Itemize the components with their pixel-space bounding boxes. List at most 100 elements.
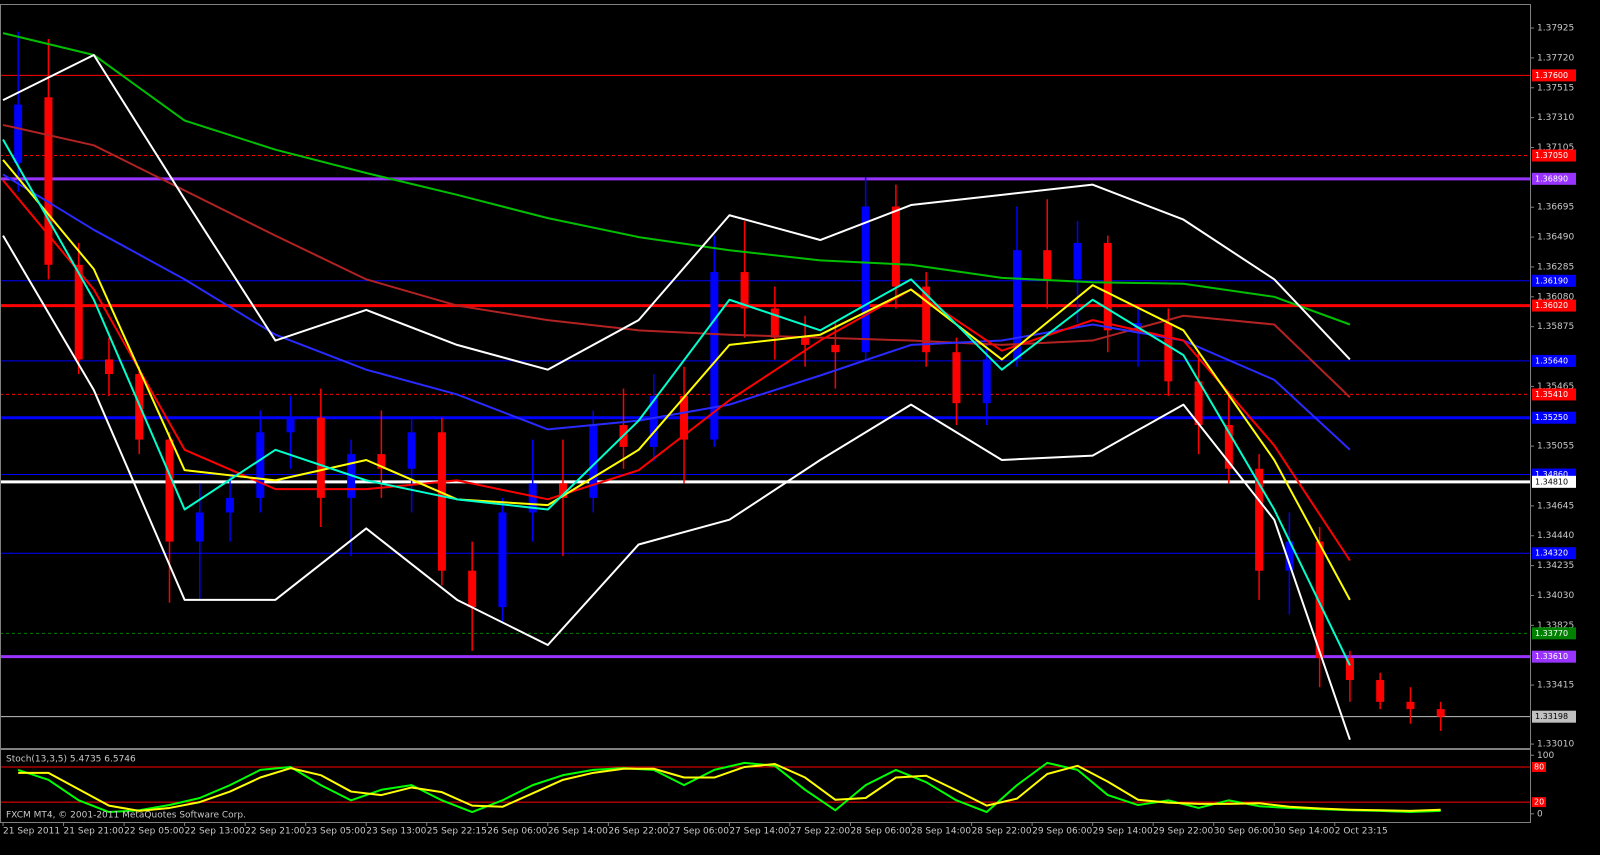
x-tick-label: 25 Sep 22:15 <box>427 827 487 837</box>
price-level-label: 1.34810 <box>1535 477 1568 486</box>
price-level-label: 1.33610 <box>1535 652 1568 661</box>
price-level-label: 1.35250 <box>1535 413 1568 422</box>
y-tick-label: 1.33010 <box>1537 740 1574 750</box>
price-level-label: 1.36190 <box>1535 276 1568 285</box>
indicator-title: Stoch(13,3,5) 5.4735 6.5746 <box>6 755 136 765</box>
candle-body <box>649 395 658 447</box>
indicator-line <box>2 235 1351 741</box>
candle-body <box>680 395 689 440</box>
candle-body <box>982 359 991 404</box>
y-tick-label: 1.36695 <box>1537 203 1574 213</box>
y-tick-label: 1.35465 <box>1537 382 1574 392</box>
x-tick-label: 23 Sep 13:00 <box>366 827 426 837</box>
candle-body <box>952 352 961 404</box>
stoch-level-box <box>1532 797 1546 808</box>
price-level-label: 1.34860 <box>1535 470 1568 479</box>
stoch-level-box <box>1532 761 1546 772</box>
indicator-line <box>2 32 1351 326</box>
y-tick-label: 1.35055 <box>1537 442 1574 452</box>
x-tick-label: 26 Sep 22:00 <box>608 827 668 837</box>
price-level-label: 1.35410 <box>1535 390 1568 399</box>
candle-body <box>1436 709 1445 717</box>
y-tick-label: 1.34030 <box>1537 591 1574 601</box>
y-tick-label: 1.34440 <box>1537 531 1574 541</box>
price-level-box <box>1532 710 1576 723</box>
candle-body <box>1285 541 1294 571</box>
y-tick-label: 1.33825 <box>1537 621 1574 631</box>
candle-body <box>407 432 416 469</box>
candle-body <box>377 454 386 469</box>
price-level-label: 1.33770 <box>1535 629 1568 638</box>
candle-body <box>891 206 900 287</box>
y-tick-label: 0 <box>1537 809 1543 819</box>
candle-body <box>770 308 779 338</box>
y-tick-label: 1.37925 <box>1537 24 1574 34</box>
candle-body <box>589 425 598 498</box>
candle-body <box>740 272 749 309</box>
y-tick-label: 1.36285 <box>1537 262 1574 272</box>
candle-body <box>165 439 174 542</box>
candle-body <box>861 206 870 353</box>
candle-body <box>558 483 567 498</box>
indicator-line <box>2 53 1351 371</box>
candle-body <box>104 359 113 375</box>
price-level-box <box>1532 172 1576 185</box>
y-tick-label: 1.36080 <box>1537 292 1574 302</box>
x-tick-label: 28 Sep 06:00 <box>851 827 911 837</box>
price-level-box <box>1532 388 1576 401</box>
candle-body <box>14 104 23 163</box>
candle-body <box>1345 658 1354 680</box>
candle-body <box>528 483 537 513</box>
candle-body <box>1164 323 1173 382</box>
candle-body <box>1012 250 1021 360</box>
x-tick-label: 30 Sep 14:00 <box>1274 827 1334 837</box>
price-level-box <box>1532 299 1576 312</box>
indicator-line <box>2 138 1351 666</box>
x-tick-label: 28 Sep 22:00 <box>972 827 1032 837</box>
stochastic-panel <box>0 761 1530 814</box>
x-tick-label: 21 Sep 2011 <box>3 827 60 837</box>
candle-body <box>256 432 265 498</box>
price-level-box <box>1532 354 1576 367</box>
candle-body <box>1103 242 1112 331</box>
price-level-label: 1.36020 <box>1535 301 1568 310</box>
x-tick-label: 22 Sep 13:00 <box>185 827 245 837</box>
x-tick-label: 22 Sep 05:00 <box>124 827 184 837</box>
y-tick-label: 1.36490 <box>1537 233 1574 243</box>
candle-body <box>1315 541 1324 659</box>
price-level-label: 1.37050 <box>1535 151 1568 160</box>
price-level-box <box>1532 650 1576 663</box>
stoch-level-label: 20 <box>1534 798 1544 807</box>
y-tick-label: 1.34235 <box>1537 561 1574 571</box>
candle-body <box>1376 679 1385 702</box>
candle-body <box>316 417 325 498</box>
y-tick-label: 1.37720 <box>1537 53 1574 63</box>
axes: Stoch(13,3,5) 5.4735 6.5746 FXCM MT4, © … <box>0 4 1576 837</box>
x-tick-label: 28 Sep 14:00 <box>911 827 971 837</box>
candle-body <box>1406 701 1415 710</box>
x-tick-label: 21 Sep 21:00 <box>64 827 124 837</box>
price-level-box <box>1532 475 1576 488</box>
y-tick-label: 1.34645 <box>1537 501 1574 511</box>
y-tick-label: 1.37310 <box>1537 113 1574 123</box>
price-level-box <box>1532 547 1576 560</box>
indicator-line <box>18 763 1441 812</box>
price-level-label: 1.36890 <box>1535 174 1568 183</box>
candle-body <box>922 286 931 353</box>
y-tick-label: 1.37105 <box>1537 143 1574 153</box>
x-tick-label: 27 Sep 06:00 <box>669 827 729 837</box>
indicator-line <box>2 173 1351 451</box>
x-tick-label: 27 Sep 14:00 <box>729 827 789 837</box>
x-tick-label: 29 Sep 14:00 <box>1093 827 1153 837</box>
candle-body <box>831 344 840 353</box>
indicator-line <box>2 179 1351 562</box>
price-level-box <box>1532 627 1576 640</box>
stoch-level-label: 80 <box>1534 762 1544 771</box>
x-tick-label: 26 Sep 06:00 <box>487 827 547 837</box>
x-tick-label: 29 Sep 22:00 <box>1153 827 1213 837</box>
price-level-box <box>1532 411 1576 424</box>
x-tick-label: 27 Sep 22:00 <box>790 827 850 837</box>
